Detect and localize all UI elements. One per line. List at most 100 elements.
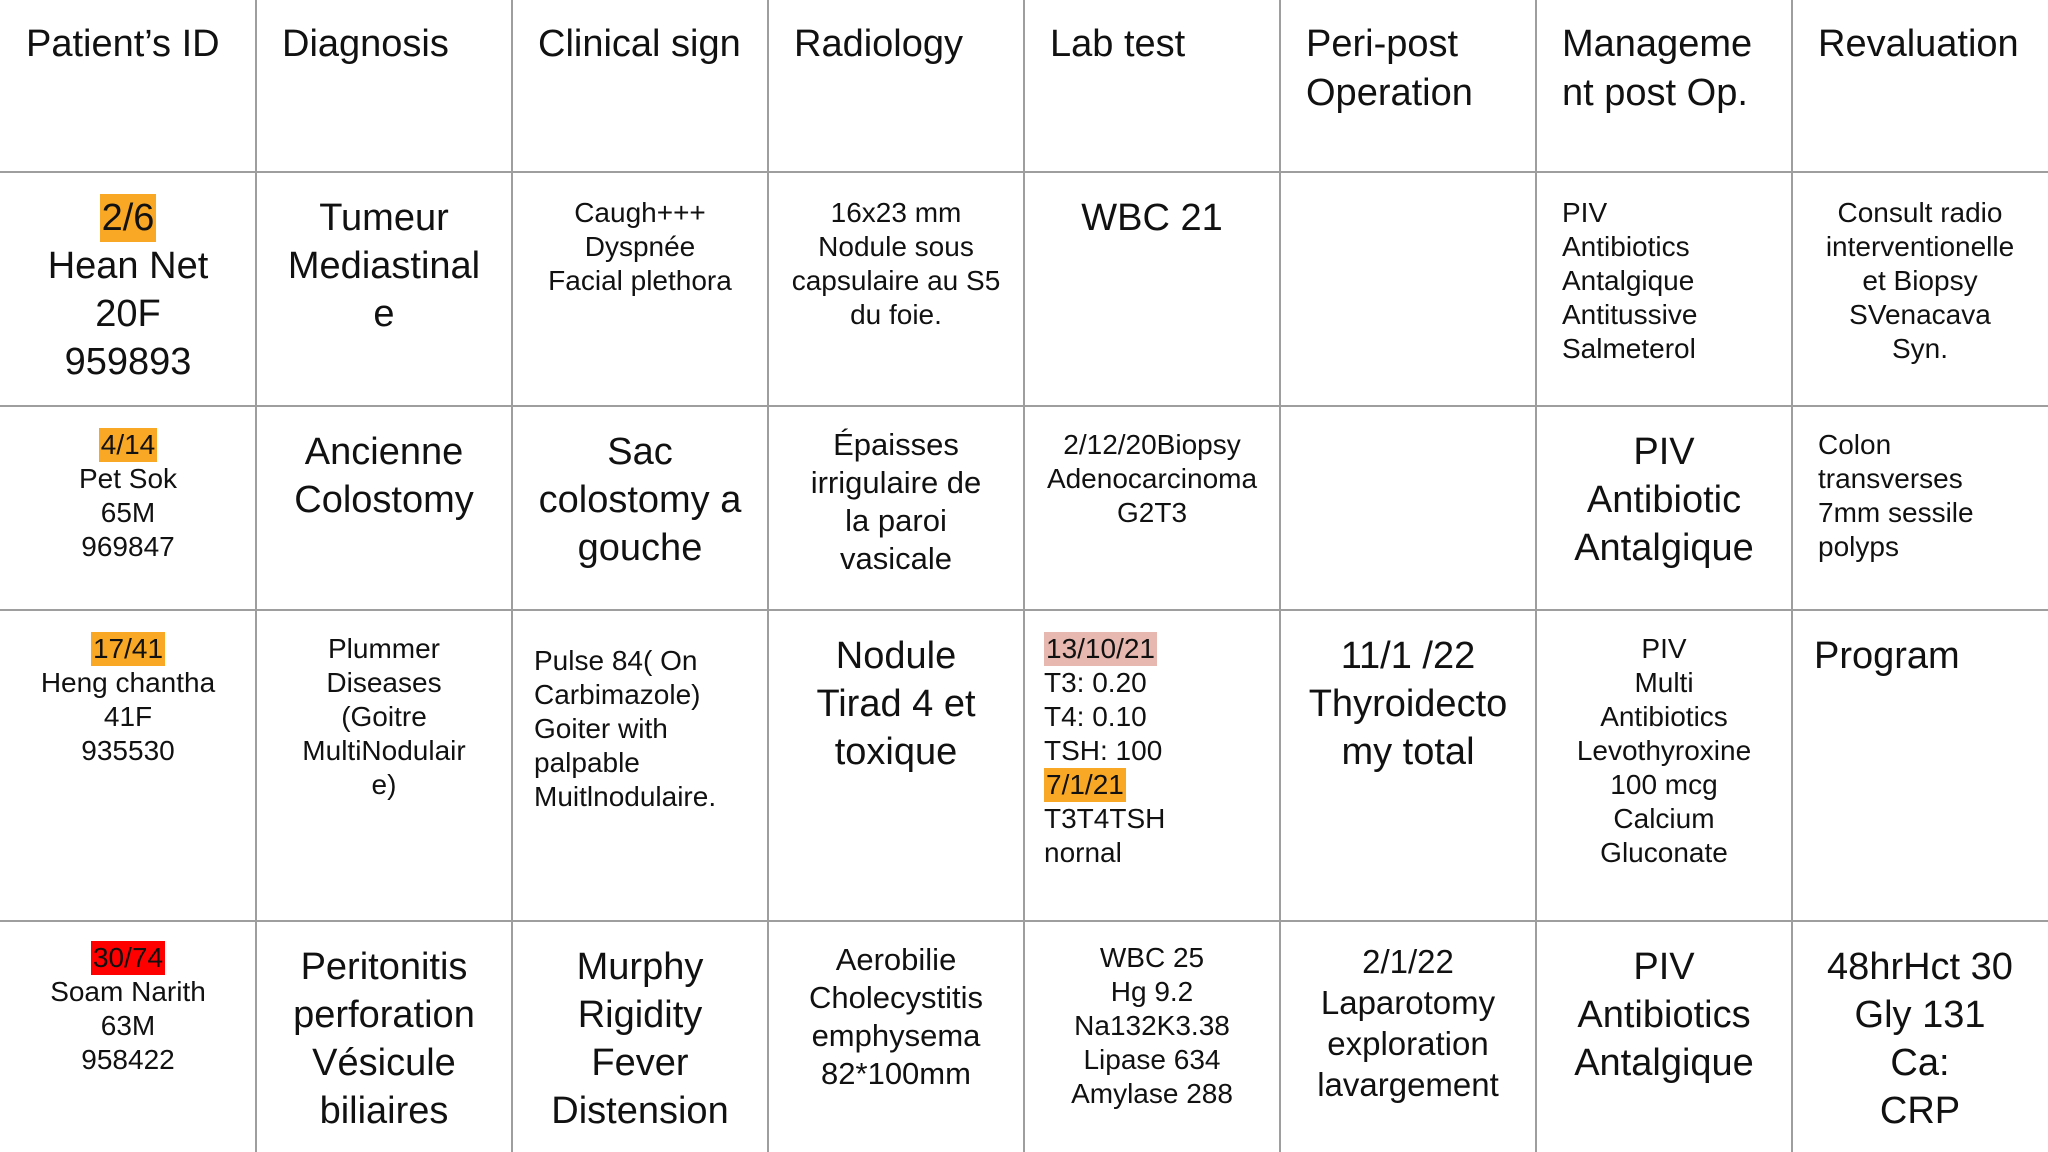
cell-text: Muitlnodulaire. [534,781,717,812]
cell-text: PIV [1562,197,1608,228]
column-divider [1279,0,1281,1152]
cell-text: 969847 [81,531,175,562]
cell-text: CRP [1879,1090,1961,1132]
cell-revaluation: 48hrHct 30 Gly 131 Ca: CRP [1792,921,2048,1152]
header-text: Peri-post [1306,23,1459,65]
cell-text: WBC 25 [1099,942,1205,973]
cell-text: 959893 [64,341,192,383]
cell-text: Facial plethora [548,265,732,296]
cell-text: Levothyroxine [1576,735,1752,766]
highlight-text: 2/6 [99,194,157,242]
header-management-post-op: Manageme nt post Op. [1536,0,1792,172]
cell-lab-test: WBC 21 [1024,172,1280,406]
cell-text: Fever [591,1042,689,1084]
cell-text: Colon [1818,429,1892,460]
cell-patient-id: 17/41 Heng chantha 41F 935530 [0,610,256,921]
highlighted-line: 17/41 [0,632,256,666]
cell-text: du foie. [850,299,942,330]
cell-text: Thyroidecto [1308,683,1508,725]
cell-text: perforation [293,994,475,1036]
cell-diagnosis: Plummer Diseases (Goitre MultiNodulair e) [256,610,512,921]
cell-text: exploration [1327,1025,1489,1062]
cell-text: Na132K3.38 [1074,1010,1230,1041]
cell-text: Goiter with [534,713,668,744]
cell-management-post-op: PIV Multi Antibiotics Levothyroxine 100 mcg C… [1536,610,1792,921]
cell-revaluation: Colon transverses 7mm sessile polyps [1792,406,2048,610]
cell-text: 11/1 /22 [1340,635,1476,677]
cell-text: TSH: 100 [1044,735,1163,766]
cell-text: Plummer [327,633,440,664]
cell-text: Épaisses [833,427,959,462]
header-radiology: Radiology [768,0,1024,172]
cell-peri-post-operation: 11/1 /22 Thyroidecto my total [1280,610,1536,921]
cell-text: Calcium [1613,803,1715,834]
header-text: Radiology [794,23,963,65]
cell-management-post-op: PIV Antibiotics Antalgique Antitussive Salme… [1536,172,1792,406]
cell-text: 2/1/22 [1362,943,1454,980]
cell-diagnosis: Peritonitis perforation Vésicule biliaires [256,921,512,1152]
cell-radiology: Aerobilie Cholecystitis emphysema 82*100mm [768,921,1024,1152]
cell-text: lavargement [1317,1066,1499,1103]
cell-text: 935530 [81,735,175,766]
cell-text: Antitussive [1562,299,1698,330]
header-text: nt post Op. [1562,72,1748,114]
highlighted-line: 30/74 [0,941,256,975]
cell-text: Peritonitis [300,946,468,988]
highlighted-line: 2/6 [0,194,256,242]
cell-text: vasicale [840,541,952,576]
cell-text: Aerobilie [835,942,957,977]
cell-lab-test: 2/12/20Biopsy Adenocarcinoma G2T3 [1024,406,1280,610]
cell-text: 48hrHct 30 [1827,946,2013,988]
cell-text: Rigidity [577,994,703,1036]
cell-text: colostomy a [538,479,742,521]
cell-text: Tirad 4 et [816,683,976,725]
cell-text: Colostomy [294,479,474,521]
cell-management-post-op: PIV Antibiotic Antalgique [1536,406,1792,610]
cell-text: Program [1814,635,1960,677]
highlight-text: 7/1/21 [1044,768,1126,802]
cell-text: Salmeterol [1562,333,1696,364]
cell-text: Antalgique [1574,527,1754,569]
cell-text: Tumeur [319,197,449,239]
cell-text: Pet Sok [78,463,178,494]
cell-text: Gly 131 [1854,994,1986,1036]
cell-revaluation: Consult radio interventionelle et Biopsy SV… [1792,172,2048,406]
highlighted-line: 4/14 [0,428,256,462]
cell-clinical-sign: Sac colostomy a gouche [512,406,768,610]
cell-text: WBC 21 [1081,197,1223,239]
cell-text: gouche [577,527,703,569]
cell-text: Dyspnée [584,231,696,262]
cell-peri-post-operation: 2/1/22 Laparotomy exploration lavargement [1280,921,1536,1152]
cell-text: Amylase 288 [1071,1078,1233,1109]
cell-patient-id: 30/74 Soam Narith 63M 958422 [0,921,256,1152]
cell-text: SVenacava [1849,299,1991,330]
highlight-text: 13/10/21 [1044,632,1157,666]
cell-text: Antibiotics [1562,231,1690,262]
cell-lab-test: WBC 25 Hg 9.2 Na132K3.38 Lipase 634 Amylase … [1024,921,1280,1152]
cell-text: Adenocarcinoma [1046,463,1258,494]
header-patient-id: Patient’s ID [0,0,256,172]
cell-text: Consult radio [1837,197,2003,228]
cell-text: 16x23 mm [830,197,962,228]
cell-clinical-sign: Murphy Rigidity Fever Distension [512,921,768,1152]
cell-radiology: Nodule Tirad 4 et toxique [768,610,1024,921]
highlight-text: 17/41 [90,632,166,666]
cell-text: Syn. [1891,333,1949,364]
cell-text: Sac [607,431,673,473]
cell-text: 7mm sessile [1818,497,1974,528]
header-text: Patient’s ID [26,23,220,65]
cell-text: Antibiotics [1577,994,1751,1036]
cell-peri-post-operation [1280,406,1536,610]
cell-text: Laparotomy [1320,984,1496,1021]
header-diagnosis: Diagnosis [256,0,512,172]
cell-text: Multi [1634,667,1694,698]
cell-text: Pulse 84( On [534,645,698,676]
cell-patient-id: 4/14 Pet Sok 65M 969847 [0,406,256,610]
column-divider [1791,0,1793,1152]
cell-text: 2/12/20Biopsy [1063,429,1241,460]
header-peri-post-operation: Peri-post Operation [1280,0,1536,172]
cell-text: Heng chantha [40,667,216,698]
cell-text: Ancienne [304,431,464,473]
cell-text: Antibiotic [1586,479,1742,521]
